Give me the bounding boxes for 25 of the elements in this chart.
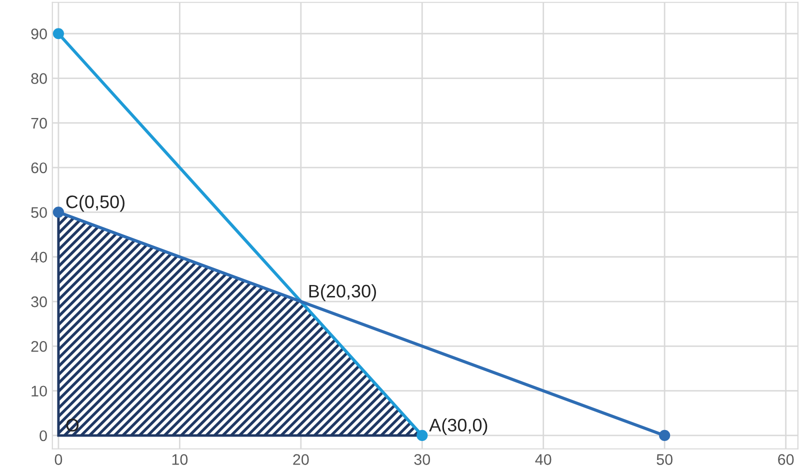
x-tick-label: 60 xyxy=(778,454,794,465)
y-tick-label: 90 xyxy=(31,28,47,40)
annotation: B(20,30) xyxy=(309,284,376,302)
annotation: O xyxy=(66,418,79,432)
x-tick-label: 50 xyxy=(656,454,672,465)
y-tick-label: 40 xyxy=(30,252,47,263)
x-tick-label: 30 xyxy=(414,454,430,465)
y-tick-label: 20 xyxy=(31,341,47,352)
point xyxy=(416,430,428,442)
y-tick-label: 50 xyxy=(31,207,47,218)
point xyxy=(52,28,64,40)
y-tick-label: 0 xyxy=(40,430,47,442)
x-tick-label: 20 xyxy=(293,454,309,465)
annotation: A(30,0) xyxy=(429,418,488,436)
x-tick-label: 10 xyxy=(172,454,188,465)
x-tick-label: 0 xyxy=(54,454,62,465)
x-tick-label: 40 xyxy=(535,454,552,465)
annotation: C(0,50) xyxy=(66,194,124,212)
point xyxy=(659,430,670,442)
y-tick-label: 10 xyxy=(32,386,47,397)
point xyxy=(52,206,64,218)
y-tick-label: 30 xyxy=(31,296,47,308)
y-tick-label: 60 xyxy=(31,162,47,174)
y-tick-label: 70 xyxy=(31,118,47,129)
y-tick-label: 80 xyxy=(31,73,47,84)
